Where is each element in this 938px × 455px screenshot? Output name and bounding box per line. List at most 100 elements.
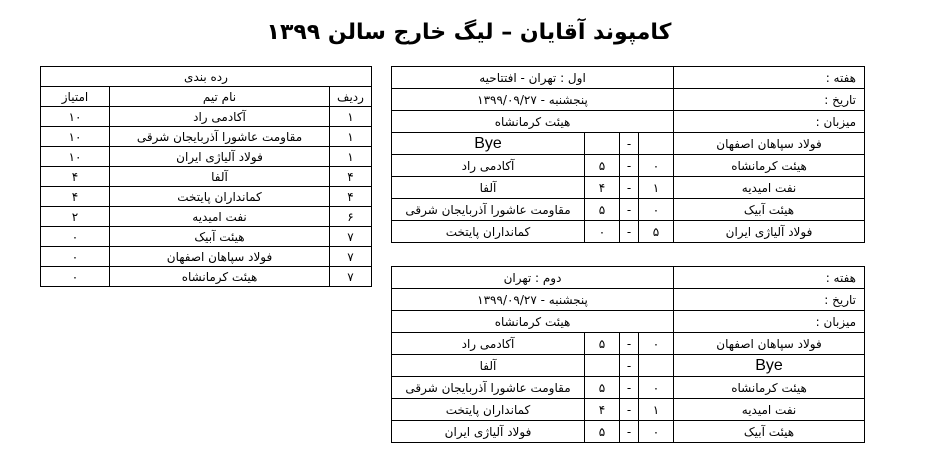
home-score bbox=[638, 132, 674, 155]
week-value: دوم : تهران bbox=[390, 266, 675, 289]
date-label: تاریخ : bbox=[673, 288, 866, 311]
match-row: نفت امیدیه ۱-۴ کمانداران پایتخت bbox=[390, 398, 866, 421]
home-score: ۰ bbox=[638, 332, 675, 355]
standings-points: ۰ bbox=[40, 226, 110, 247]
info-row: هفته : دوم : تهران bbox=[390, 266, 866, 289]
standings-points: ۰ bbox=[40, 266, 110, 287]
away-team: کمانداران پایتخت bbox=[391, 220, 585, 243]
header-points: امتیاز bbox=[40, 86, 110, 107]
score-separator: - bbox=[619, 220, 639, 243]
home-score: ۱ bbox=[638, 176, 674, 199]
score-separator: - bbox=[619, 376, 640, 399]
home-team: فولاد آلیاژی ایران bbox=[673, 220, 865, 243]
standings-caption: رده بندی bbox=[40, 66, 372, 87]
date-label: تاریخ : bbox=[673, 88, 865, 111]
table-row: ۷ هیئت کرمانشاه ۰ bbox=[40, 266, 372, 287]
info-row: میزبان : هیئت کرمانشاه bbox=[391, 110, 865, 133]
standings-team: فولاد آلیاژی ایران bbox=[109, 146, 330, 167]
away-score: ۵ bbox=[584, 332, 621, 355]
host-label: میزبان : bbox=[673, 310, 866, 333]
home-score: ۵ bbox=[638, 220, 674, 243]
standings-team: آکادمی راد bbox=[109, 106, 330, 127]
table-row: ۷ فولاد سپاهان اصفهان ۰ bbox=[40, 246, 372, 267]
standings-team: نفت امیدیه bbox=[109, 206, 330, 227]
table-row: ۷ هیئت آبیک ۰ bbox=[40, 226, 372, 247]
away-score: ۴ bbox=[584, 398, 621, 421]
home-team: هیئت کرمانشاه bbox=[673, 376, 866, 399]
date-value: پنجشنبه - ۱۳۹۹/۰۹/۲۷ bbox=[390, 288, 675, 311]
score-separator: - bbox=[619, 398, 640, 421]
host-label: میزبان : bbox=[673, 110, 865, 133]
date-value: پنجشنبه - ۱۳۹۹/۰۹/۲۷ bbox=[391, 88, 674, 111]
match-row: هیئت آبیک ۰-۵ فولاد آلیاژی ایران bbox=[390, 420, 866, 443]
match-row: هیئت کرمانشاه ۰-۵ مقاومت عاشورا آذربایجان … bbox=[390, 376, 866, 399]
standings-team: هیئت کرمانشاه bbox=[109, 266, 330, 287]
home-team: Bye bbox=[673, 354, 866, 377]
header-team: نام تیم bbox=[109, 86, 330, 107]
standings-team: آلفا bbox=[109, 166, 330, 187]
standings-points: ۲ bbox=[40, 206, 110, 227]
standings-rank: ۶ bbox=[329, 206, 372, 227]
standings-caption-row: رده بندی bbox=[40, 66, 372, 87]
standings-points: ۱۰ bbox=[40, 146, 110, 167]
standings-points: ۰ bbox=[40, 246, 110, 267]
home-score: ۰ bbox=[638, 420, 675, 443]
standings-points: ۱۰ bbox=[40, 126, 110, 147]
standings-points: ۱۰ bbox=[40, 106, 110, 127]
standings-team: مقاومت عاشورا آذربایجان شرقی bbox=[109, 126, 330, 147]
away-score: ۵ bbox=[584, 154, 620, 177]
standings-team: فولاد سپاهان اصفهان bbox=[109, 246, 330, 267]
score-separator: - bbox=[619, 354, 640, 377]
match-row: فولاد سپاهان اصفهان - Bye bbox=[391, 132, 865, 155]
away-score: ۵ bbox=[584, 376, 621, 399]
standings-rank: ۱ bbox=[329, 106, 372, 127]
standings-team: کمانداران پایتخت bbox=[109, 186, 330, 207]
away-score: ۴ bbox=[584, 176, 620, 199]
match-row: هیئت آبیک ۰-۵ مقاومت عاشورا آذربایجان شرقی bbox=[391, 198, 865, 221]
score-separator: - bbox=[619, 332, 640, 355]
standings-rank: ۴ bbox=[329, 186, 372, 207]
home-score: ۰ bbox=[638, 376, 675, 399]
table-row: ۴ آلفا ۴ bbox=[40, 166, 372, 187]
standings-points: ۴ bbox=[40, 186, 110, 207]
standings-rank: ۷ bbox=[329, 246, 372, 267]
standings-rank: ۷ bbox=[329, 266, 372, 287]
info-row: تاریخ : پنجشنبه - ۱۳۹۹/۰۹/۲۷ bbox=[390, 288, 866, 311]
week-2-table: هفته : دوم : تهران تاریخ : پنجشنبه - ۱۳۹۹/۰… bbox=[390, 266, 866, 443]
away-team: کمانداران پایتخت bbox=[390, 398, 586, 421]
away-team: آلفا bbox=[390, 354, 586, 377]
info-row: هفته : اول : تهران - افتتاحیه bbox=[391, 66, 865, 89]
score-separator: - bbox=[619, 154, 639, 177]
standings-table: رده بندی ردیف نام تیم امتیاز ۱ آکادمی راد… bbox=[40, 66, 372, 287]
week-label: هفته : bbox=[673, 266, 866, 289]
table-row: ۱ آکادمی راد ۱۰ bbox=[40, 106, 372, 127]
home-team: هیئت آبیک bbox=[673, 198, 865, 221]
away-team: Bye bbox=[391, 132, 585, 155]
away-score: ۵ bbox=[584, 420, 621, 443]
week-1-table: هفته : اول : تهران - افتتاحیه تاریخ : پنجشن… bbox=[391, 66, 865, 243]
score-separator: - bbox=[619, 132, 639, 155]
standings-rank: ۱ bbox=[329, 126, 372, 147]
host-value: هیئت کرمانشاه bbox=[391, 110, 674, 133]
away-team: مقاومت عاشورا آذربایجان شرقی bbox=[391, 198, 585, 221]
score-separator: - bbox=[619, 420, 640, 443]
home-score: ۱ bbox=[638, 398, 675, 421]
home-team: هیئت کرمانشاه bbox=[673, 154, 865, 177]
away-score bbox=[584, 354, 621, 377]
standings-team: هیئت آبیک bbox=[109, 226, 330, 247]
home-team: نفت امیدیه bbox=[673, 398, 866, 421]
info-row: میزبان : هیئت کرمانشاه bbox=[390, 310, 866, 333]
home-team: فولاد سپاهان اصفهان bbox=[673, 332, 866, 355]
away-team: آلفا bbox=[391, 176, 585, 199]
info-row: تاریخ : پنجشنبه - ۱۳۹۹/۰۹/۲۷ bbox=[391, 88, 865, 111]
standings-header-row: ردیف نام تیم امتیاز bbox=[40, 86, 372, 107]
home-team: نفت امیدیه bbox=[673, 176, 865, 199]
match-row: فولاد سپاهان اصفهان ۰-۵ آکادمی راد bbox=[390, 332, 866, 355]
away-team: آکادمی راد bbox=[390, 332, 586, 355]
header-rank: ردیف bbox=[329, 86, 372, 107]
table-row: ۱ فولاد آلیاژی ایران ۱۰ bbox=[40, 146, 372, 167]
match-row: نفت امیدیه ۱-۴ آلفا bbox=[391, 176, 865, 199]
away-team: مقاومت عاشورا آذربایجان شرقی bbox=[390, 376, 586, 399]
table-row: ۶ نفت امیدیه ۲ bbox=[40, 206, 372, 227]
home-team: فولاد سپاهان اصفهان bbox=[673, 132, 865, 155]
